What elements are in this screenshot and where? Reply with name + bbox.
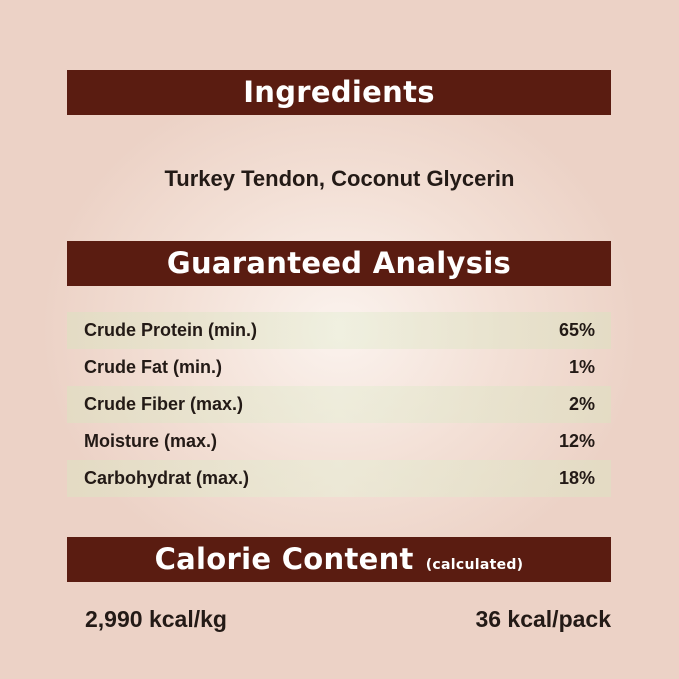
calorie-note: (calculated) (425, 557, 524, 573)
table-row: Carbohydrat (max.) 18% (67, 460, 611, 497)
calorie-banner: Calorie Content (calculated) (67, 537, 611, 582)
calorie-per-pack: 36 kcal/pack (475, 606, 611, 632)
row-label: Crude Fat (min.) (84, 357, 222, 377)
table-row: Moisture (max.) 12% (67, 423, 611, 460)
row-value: 12% (558, 431, 595, 451)
ingredients-title: Ingredients (243, 75, 435, 109)
table-row: Crude Fat (min.) 1% (67, 349, 611, 386)
row-value: 1% (568, 357, 595, 377)
analysis-banner: Guaranteed Analysis (67, 241, 611, 286)
row-value: 65% (558, 320, 595, 340)
ingredients-banner: Ingredients (67, 70, 611, 115)
ingredients-text: Turkey Tendon, Coconut Glycerin (164, 166, 515, 191)
calorie-title: Calorie Content (154, 542, 414, 576)
analysis-title: Guaranteed Analysis (166, 246, 512, 280)
table-row: Crude Fiber (max.) 2% (67, 386, 611, 423)
row-label: Moisture (max.) (84, 431, 218, 451)
row-label: Crude Fiber (max.) (84, 394, 244, 414)
calorie-per-kg: 2,990 kcal/kg (85, 606, 227, 632)
row-value: 2% (568, 394, 595, 414)
row-value: 18% (558, 468, 595, 488)
row-label: Crude Protein (min.) (84, 320, 258, 340)
row-label: Carbohydrat (max.) (84, 468, 250, 488)
table-row: Crude Protein (min.) 65% (67, 312, 611, 349)
